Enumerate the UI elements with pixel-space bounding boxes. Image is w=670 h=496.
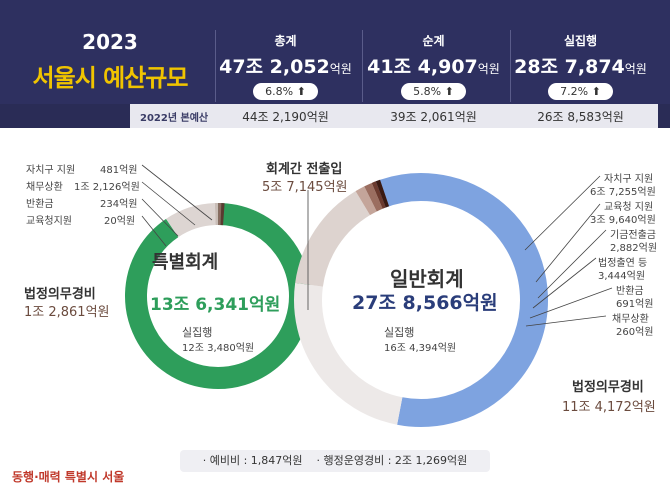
special-item-label: 자치구 지원 — [26, 165, 76, 176]
special-item-value: 20억원 — [104, 216, 136, 227]
leader-line — [537, 229, 607, 299]
general-mandatory-label: 법정의무경비 — [572, 380, 644, 395]
special-item-value: 481억원 — [100, 165, 138, 176]
net-amount: 41조 4,907억원 — [367, 56, 500, 78]
footer-summary: · 예비비 : 1,847억원 · 행정운영경비 : 2조 1,269억원 — [180, 450, 490, 472]
special-item-label: 반환금 — [26, 199, 54, 210]
year: 2023 — [82, 30, 138, 54]
general-item-label: 법정출연 등 — [598, 258, 648, 269]
divider — [510, 30, 511, 102]
leader-line — [535, 203, 601, 283]
general-mandatory-value: 11조 4,172억원 — [562, 400, 656, 415]
general-amount: 27조 8,566억원 — [352, 292, 498, 314]
general-item-value: 3조 9,640억원 — [590, 215, 656, 226]
previous-net: 39조 2,061억원 — [390, 110, 477, 124]
header: 2023 서울시 예산규모 총계 47조 2,052억원 6.8% ⬆ 순계 4… — [0, 0, 670, 128]
exec-growth-badge: 7.2% ⬆ — [548, 83, 613, 100]
general-item-value: 6조 7,255억원 — [590, 187, 656, 198]
general-slice-5 — [371, 181, 386, 209]
exec-label: 실집행 — [563, 34, 598, 48]
special-slice-0 — [125, 203, 311, 389]
general-slice-6 — [375, 179, 390, 208]
general-item-label: 기금전출금 — [610, 230, 656, 241]
special-item-label: 교육청지원 — [26, 216, 72, 227]
transfer-value: 5조 7,145억원 — [262, 180, 348, 195]
general-item-value: 3,444억원 — [598, 271, 646, 282]
general-exec-label: 실집행 — [384, 326, 415, 339]
divider — [362, 30, 363, 102]
total-growth-badge: 6.8% ⬆ — [253, 83, 318, 100]
admin-expense: · 행정운영경비 : 2조 1,269억원 — [316, 454, 468, 467]
special-amount: 13조 6,341억원 — [150, 295, 281, 315]
special-exec-label: 실집행 — [182, 326, 213, 339]
leader-line — [141, 181, 196, 226]
transfer-label: 회계간 전출입 — [266, 162, 343, 177]
general-item-value: 691억원 — [616, 299, 654, 310]
total-label: 총계 — [274, 34, 297, 48]
special-title: 특별회계 — [152, 252, 219, 273]
net-label: 순계 — [422, 34, 445, 48]
exec-amount: 28조 7,874억원 — [514, 56, 647, 78]
previous-total: 44조 2,190억원 — [242, 110, 329, 124]
page-title: 서울시 예산규모 — [32, 64, 189, 92]
special-item-label: 채무상환 — [26, 182, 63, 193]
general-item-label: 반환금 — [616, 286, 644, 297]
special-mandatory-label: 법정의무경비 — [24, 287, 96, 302]
general-exec-value: 16조 4,394억원 — [384, 343, 457, 354]
leader-line — [141, 215, 167, 247]
leader-line — [141, 164, 213, 221]
special-exec-value: 12조 3,480억원 — [182, 343, 255, 354]
special-mandatory-value: 1조 2,861억원 — [24, 305, 110, 320]
special-item-value: 234억원 — [100, 199, 138, 210]
general-item-label: 채무상환 — [612, 314, 649, 325]
leader-line — [532, 257, 597, 309]
general-slice-4 — [364, 182, 383, 212]
general-slice-0 — [374, 173, 548, 427]
special-slice-1 — [166, 203, 216, 238]
previous-exec: 26조 8,583억원 — [537, 110, 624, 124]
total-amount: 47조 2,052억원 — [219, 56, 352, 78]
leader-line — [529, 287, 613, 319]
reserve-fund: · 예비비 : 1,847억원 — [202, 454, 303, 467]
general-item-label: 교육청 지원 — [604, 202, 654, 213]
exec-column: 실집행 28조 7,874억원 7.2% ⬆ — [508, 32, 653, 100]
general-title: 일반회계 — [390, 267, 464, 291]
general-item-value: 2,882억원 — [610, 243, 658, 254]
leader-line — [141, 198, 179, 237]
total-column: 총계 47조 2,052억원 6.8% ⬆ — [213, 32, 358, 100]
special-item-value: 1조 2,126억원 — [74, 182, 140, 193]
net-column: 순계 41조 4,907억원 5.8% ⬆ — [361, 32, 506, 100]
previous-budget-band — [130, 104, 658, 128]
net-growth-badge: 5.8% ⬆ — [401, 83, 466, 100]
general-slice-2 — [295, 191, 371, 288]
general-item-value: 260억원 — [616, 327, 654, 338]
leader-line — [524, 175, 601, 251]
general-item-label: 자치구 지원 — [604, 174, 654, 185]
divider — [215, 30, 216, 102]
general-slice-3 — [355, 186, 377, 216]
seoul-slogan-logo: 동행·매력 특별시 서울 — [12, 470, 125, 484]
previous-budget-label: 2022년 본예산 — [140, 113, 209, 124]
leader-line — [525, 315, 607, 327]
